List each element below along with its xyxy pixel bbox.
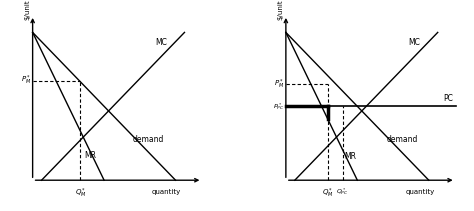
Text: $Q^*_M$: $Q^*_M$ bbox=[74, 186, 86, 200]
Text: $P^*_M$: $P^*_M$ bbox=[274, 78, 284, 91]
Text: $P^*_{PC}$: $P^*_{PC}$ bbox=[273, 101, 284, 112]
Text: quantity: quantity bbox=[405, 189, 435, 195]
Text: quantity: quantity bbox=[152, 189, 181, 195]
Text: MR: MR bbox=[344, 152, 356, 161]
Text: MC: MC bbox=[409, 38, 420, 47]
Text: $Q^*_M$: $Q^*_M$ bbox=[322, 186, 334, 200]
Text: demand: demand bbox=[386, 135, 418, 144]
Text: PC: PC bbox=[443, 94, 453, 103]
Text: $/unit: $/unit bbox=[277, 0, 283, 20]
Text: MC: MC bbox=[155, 38, 167, 47]
Text: $/unit: $/unit bbox=[24, 0, 30, 20]
Text: $Q^*_{PC}$: $Q^*_{PC}$ bbox=[337, 186, 349, 197]
Text: $P^*_M$: $P^*_M$ bbox=[20, 74, 31, 87]
Text: MR: MR bbox=[84, 151, 96, 160]
Text: demand: demand bbox=[133, 135, 164, 144]
